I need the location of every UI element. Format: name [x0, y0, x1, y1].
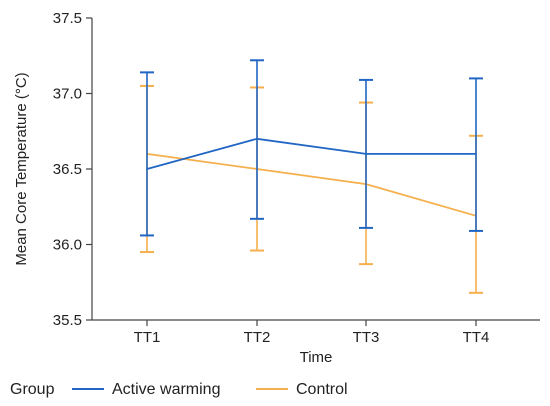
x-tick-label: TT1 — [134, 329, 161, 346]
series-active-warming — [140, 59, 483, 237]
x-tick-label: TT3 — [353, 329, 380, 346]
series-control — [140, 84, 483, 294]
y-tick-label: 37.0 — [53, 86, 82, 103]
legend-label: Active warming — [112, 381, 220, 398]
data-point — [256, 138, 258, 140]
y-tick-label: 35.5 — [53, 312, 82, 329]
legend-title: Group — [10, 381, 55, 398]
y-axis-title: Mean Core Temperature (°C) — [13, 72, 30, 265]
data-point — [365, 153, 367, 155]
y-tick-label: 36.0 — [53, 237, 82, 254]
x-tick-label: TT2 — [244, 329, 271, 346]
legend: Group Active warming Control — [10, 381, 348, 398]
x-axis-title: Time — [300, 349, 333, 366]
y-tick-label: 37.5 — [53, 10, 82, 27]
series-line — [146, 153, 477, 217]
data-point — [146, 168, 148, 170]
y-tick-label: 36.5 — [53, 161, 82, 178]
legend-label: Control — [296, 381, 348, 398]
x-tick-label: TT4 — [463, 329, 490, 346]
y-axis-ticks: 35.5 36.0 36.5 37.0 37.5 — [53, 10, 92, 329]
series-line — [146, 137, 476, 170]
series-layer — [140, 59, 483, 294]
data-point — [475, 153, 477, 155]
x-axis-ticks: TT1 TT2 TT3 TT4 — [134, 320, 490, 346]
